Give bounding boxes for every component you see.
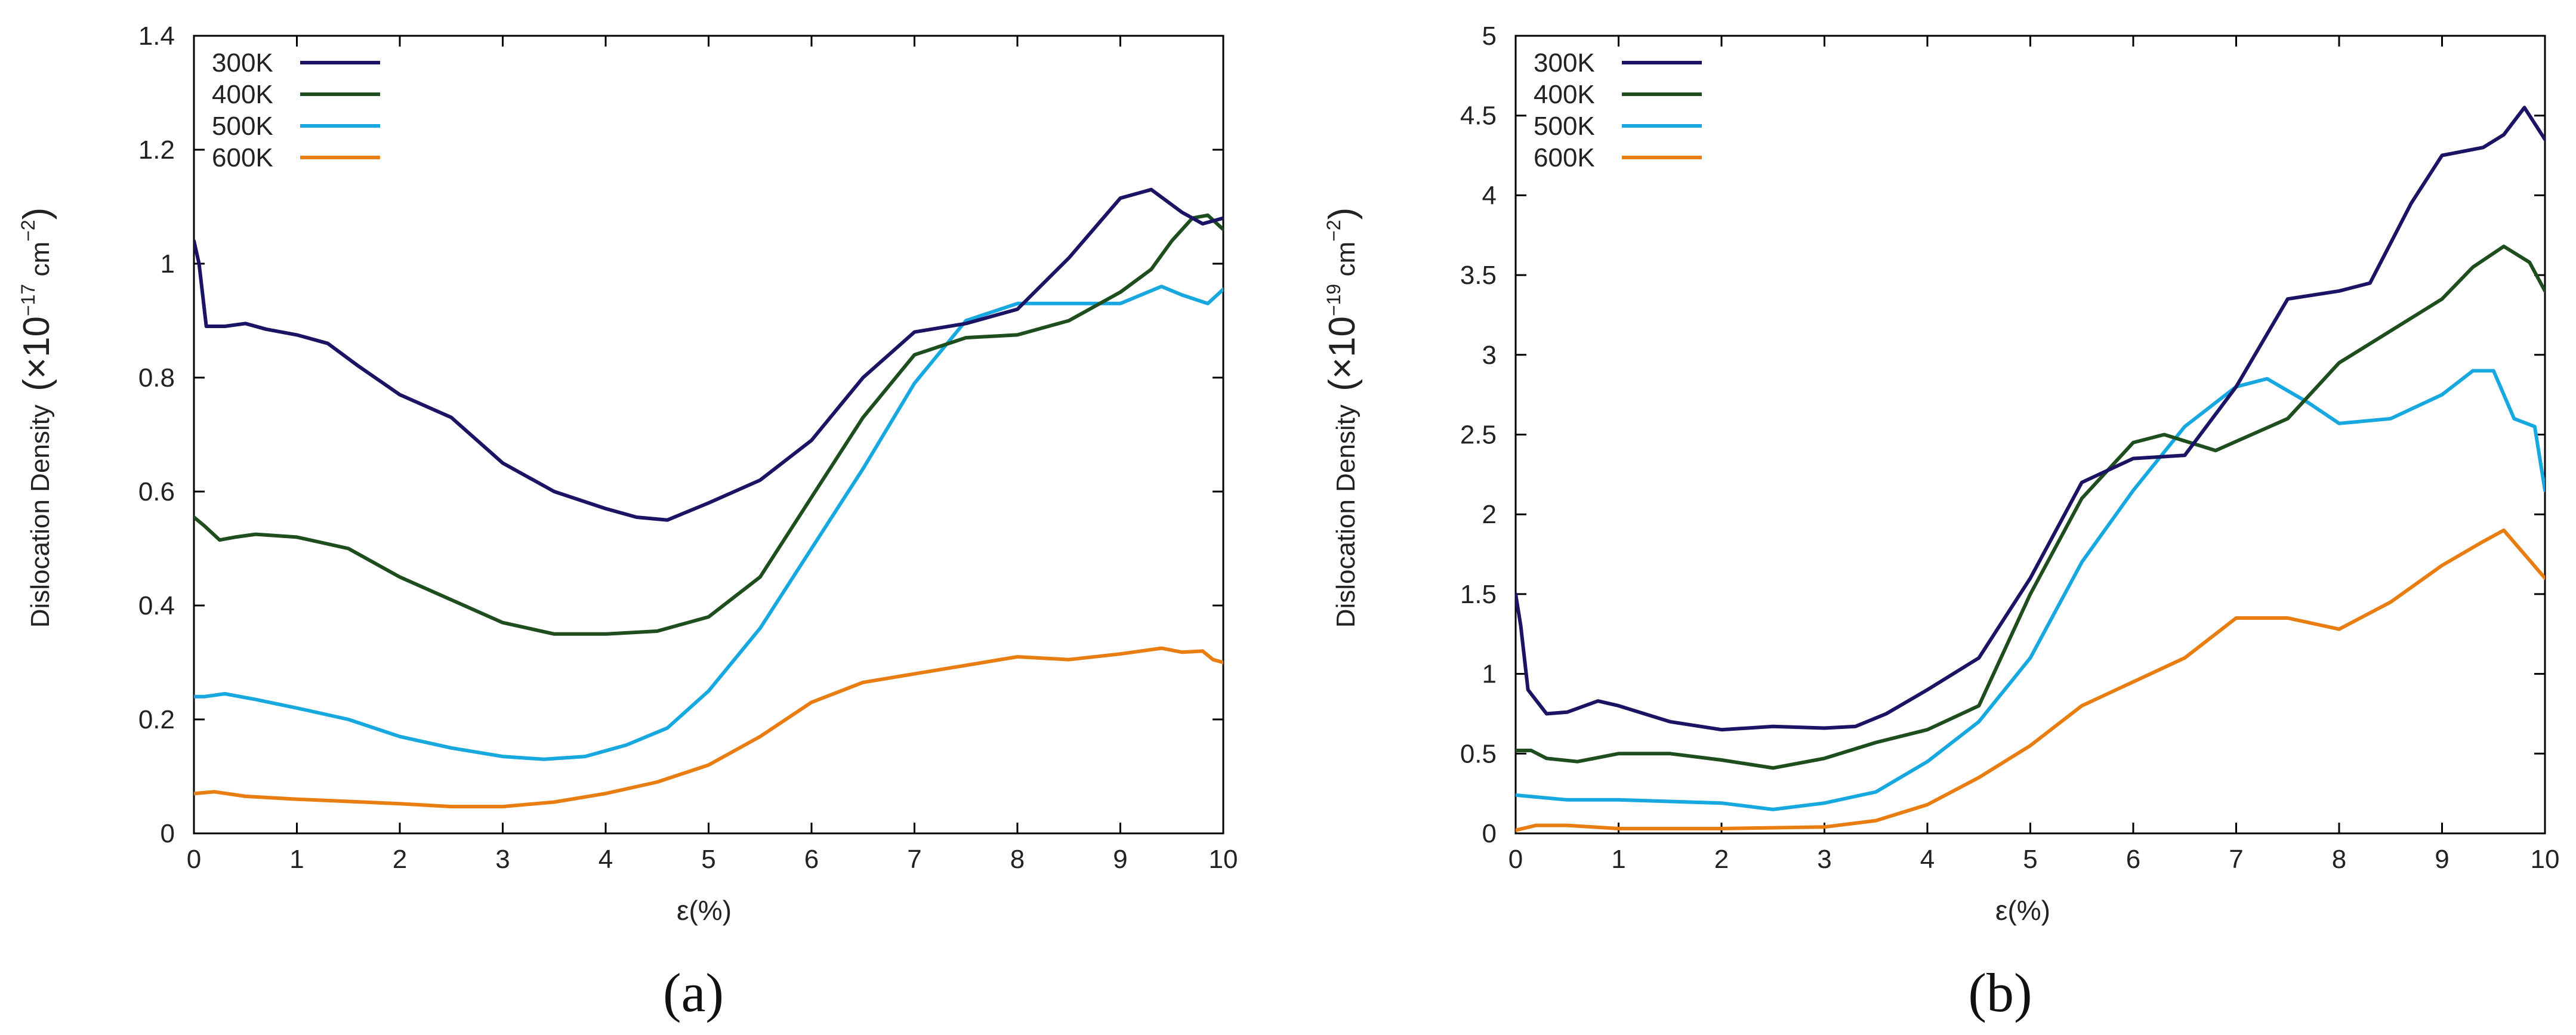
panel-b-plot-area: 0 1 2 3 4 5 6 7 8 9 10 0 0.5 1 1.5 2 2.5 3 3.5 4 4.5 5 300K400… xyxy=(1460,21,2560,874)
panel-b-y-tick-label: 0 xyxy=(1482,819,1497,848)
panel-b-y-tick-label: 1 xyxy=(1482,660,1497,689)
panel-b-x-tick-label: 0 xyxy=(1508,845,1523,874)
panel-a-x-tick-label: 10 xyxy=(1209,845,1238,874)
panel-b-y-axis-label-text: Dislocation Density xyxy=(1331,404,1361,628)
panel-b-y-axis-unit: (×10 xyxy=(1322,316,1363,391)
panel-a-x-tick-label: 4 xyxy=(599,845,613,874)
panel-b-caption: (b) xyxy=(1968,962,2032,1023)
panel-a-y-axis-cm-exponent: −2 xyxy=(17,220,39,241)
panel-a-plot-area: 0 1 2 3 4 5 6 7 8 9 10 0 0.2 0.4 0.6 0.8 1 1.2 1.4 300K400K… xyxy=(138,21,1238,874)
panel-a-y-tick-label: 1.4 xyxy=(138,21,175,51)
panel-a-x-tick-label: 2 xyxy=(393,845,407,874)
panel-a-series-300k-line xyxy=(194,187,1223,522)
panel-a-x-axis-label: ε(%) xyxy=(677,895,732,926)
panel-a-y-axis-cm: cm xyxy=(26,242,55,284)
panel-b-x-tick-label: 8 xyxy=(2332,845,2346,874)
panel-a-y-tick-label: 0.8 xyxy=(138,363,175,393)
panel-b-y-tick-label: 5 xyxy=(1482,21,1497,51)
panel-b-x-tick-label: 1 xyxy=(1611,845,1625,874)
panel-b-y-axis-cm-exponent: −2 xyxy=(1323,220,1344,241)
panel-b-legend-label-300k: 300K xyxy=(1534,48,1595,78)
panel-b-x-tick-label: 7 xyxy=(2229,845,2243,874)
panel-a-caption: (a) xyxy=(663,962,724,1023)
panel-a-y-tick-label: 0.4 xyxy=(138,591,175,620)
panel-a-series-400k-line xyxy=(194,213,1223,636)
panel-b-y-tick-label: 2.5 xyxy=(1460,421,1497,450)
panel-b-legend-label-400k: 400K xyxy=(1534,80,1595,109)
panel-b-x-axis-label: ε(%) xyxy=(1995,895,2050,926)
panel-a-x-tick-label: 1 xyxy=(289,845,304,874)
panel-a-x-tick-label: 8 xyxy=(1010,845,1025,874)
panel-a-series-600k-line xyxy=(194,646,1223,809)
panel-a-y-tick-label: 0 xyxy=(161,819,175,848)
panel-a-legend-label-600k: 600K xyxy=(212,143,273,172)
panel-b-series-600k-line xyxy=(1516,528,2545,832)
panel-b-y-axis-close: ) xyxy=(1322,208,1363,220)
panel-a-y-axis-close: ) xyxy=(16,208,57,220)
chart-panel-a: Dislocation Density (×10−17 cm−2) 0 1 2 3 4 5… xyxy=(16,21,1238,1023)
panel-b-y-tick-label: 3 xyxy=(1482,341,1497,370)
panel-b-series-400k-line xyxy=(1516,245,2545,770)
chart-panel-b: Dislocation Density (×10−19 cm−2) 0 1 2 3 4 5… xyxy=(1322,21,2559,1023)
panel-b-y-axis-label: Dislocation Density (×10−19 cm−2) xyxy=(1322,208,1363,628)
panel-a-x-tick-label: 9 xyxy=(1113,845,1127,874)
panel-a-series-500k-line xyxy=(194,285,1223,761)
panel-b-y-tick-label: 0.5 xyxy=(1460,739,1497,768)
panel-b-y-axis-cm: cm xyxy=(1331,242,1361,284)
panel-a-y-tick-label: 0.6 xyxy=(138,477,175,506)
panel-b-x-tick-label: 5 xyxy=(2023,845,2037,874)
panel-a-legend-label-300k: 300K xyxy=(212,48,273,78)
panel-a-legend-label-400k: 400K xyxy=(212,80,273,109)
panel-a-legend-label-500k: 500K xyxy=(212,112,273,141)
panel-b-series-500k-line xyxy=(1516,369,2545,811)
panel-a-x-tick-label: 5 xyxy=(701,845,715,874)
panel-a-x-tick-label: 3 xyxy=(495,845,510,874)
panel-b-x-tick-label: 3 xyxy=(1817,845,1831,874)
panel-a-y-axis-label-text: Dislocation Density xyxy=(26,404,55,628)
panel-b-y-tick-label: 2 xyxy=(1482,500,1497,529)
panel-b-legend-label-500k: 500K xyxy=(1534,112,1595,141)
panel-b-legend-label-600k: 600K xyxy=(1534,143,1595,172)
panel-b-series-300k-line xyxy=(1516,106,2545,732)
panel-b-x-tick-label: 6 xyxy=(2126,845,2140,874)
panel-a-y-axis-label: Dislocation Density (×10−17 cm−2) xyxy=(16,208,57,628)
panel-a-x-tick-label: 0 xyxy=(187,845,201,874)
panel-b-y-tick-label: 4 xyxy=(1482,181,1497,210)
panel-b-x-tick-label: 4 xyxy=(1920,845,1935,874)
panel-b-x-tick-label: 9 xyxy=(2435,845,2449,874)
panel-b-y-axis-exponent: −19 xyxy=(1323,284,1344,316)
panel-b-y-tick-label: 1.5 xyxy=(1460,580,1497,609)
panel-b-x-tick-label: 10 xyxy=(2531,845,2560,874)
panel-b-y-tick-label: 4.5 xyxy=(1460,101,1497,131)
panel-b-x-tick-label: 2 xyxy=(1714,845,1729,874)
panel-a-x-tick-label: 7 xyxy=(907,845,921,874)
panel-a-y-tick-label: 1 xyxy=(161,249,175,279)
panel-a-x-tick-label: 6 xyxy=(804,845,819,874)
panel-a-y-axis-unit: (×10 xyxy=(16,316,57,391)
panel-b-y-tick-label: 3.5 xyxy=(1460,261,1497,290)
panel-a-y-tick-label: 0.2 xyxy=(138,705,175,734)
panel-a-y-axis-exponent: −17 xyxy=(17,284,39,316)
panel-a-y-tick-label: 1.2 xyxy=(138,135,175,165)
